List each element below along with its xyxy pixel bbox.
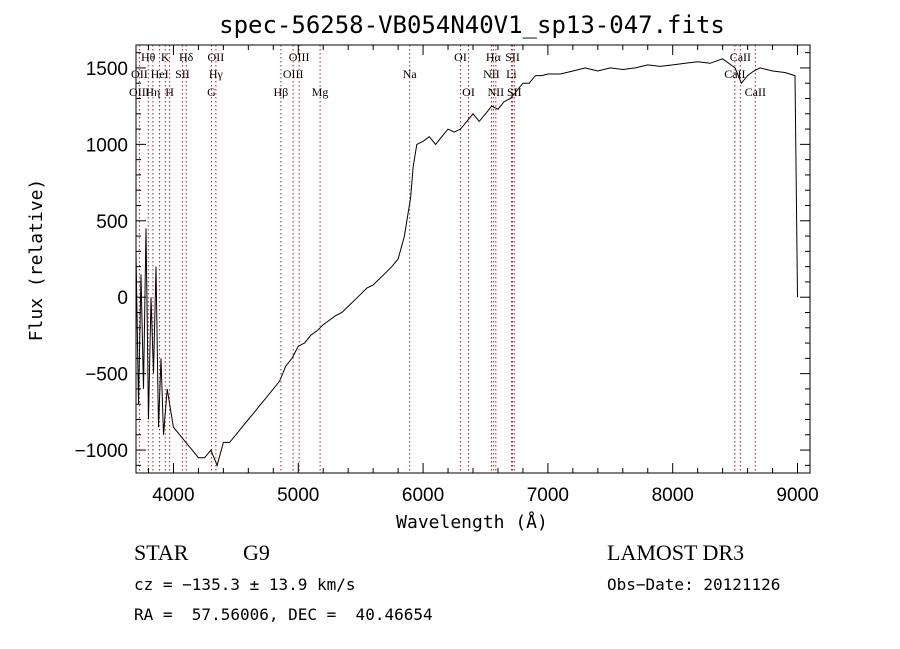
line-label: Hη [145,85,160,99]
x-tick-label: 8000 [652,485,694,506]
line-label: NII [488,85,505,99]
x-tick-label: 5000 [277,485,319,506]
line-label: CaII [745,85,766,99]
x-tick-label: 9000 [776,485,818,506]
y-tick-label: 500 [96,212,128,233]
emission-line-markers [138,45,756,473]
line-label: CaII [730,50,751,64]
x-tick-label: 6000 [402,485,444,506]
y-axis-label: Flux (relative) [26,179,47,342]
line-label: OIII [283,67,304,81]
line-label: Hδ [179,50,194,64]
line-label: CaII [724,67,745,81]
x-tick-label: 4000 [152,485,194,506]
object-class: STAR [134,540,189,565]
line-label: Hθ [141,50,156,64]
line-label: Mg [312,85,329,99]
spectrum-line [135,58,798,467]
y-axis-ticks: −1000 −500 0 500 1000 1500 [75,52,810,466]
survey-name: LAMOST DR3 [607,540,745,565]
object-subclass: G9 [243,540,270,565]
line-label: SII [175,67,190,81]
line-label: K [161,50,170,64]
y-tick-label: 1500 [86,59,128,80]
line-label: Li [506,67,517,81]
line-label: Hβ [274,85,289,99]
plot-frame [135,44,811,474]
line-label: OIII [289,50,310,64]
line-label: OIII [129,85,150,99]
y-tick-label: −500 [85,365,128,386]
line-label: Na [403,67,418,81]
y-tick-label: 0 [117,288,128,309]
line-label: OI [462,85,475,99]
line-label: OI [454,50,467,64]
line-label: H [165,85,174,99]
coordinates: RA = 57.56006, DEC = 40.46654 [134,605,433,624]
redshift-velocity: cz = −135.3 ± 13.9 km/s [134,575,356,594]
line-label: SII [505,50,520,64]
x-axis-ticks: 4000 5000 6000 7000 8000 9000 [147,45,819,506]
observation-date: Obs−Date: 20121126 [607,575,781,594]
x-axis-label: Wavelength (Å) [396,511,548,533]
chart-title: spec-56258-VB054N40V1_sp13-047.fits [219,11,725,39]
y-tick-label: −1000 [75,441,128,462]
line-label: OII [208,50,225,64]
line-label: Hγ [209,67,224,81]
x-tick-label: 7000 [527,485,569,506]
line-label: G [207,85,216,99]
line-label: HeI [151,67,169,81]
line-label: Hα [486,50,502,64]
line-label: NII [483,67,500,81]
y-tick-label: 1000 [86,135,128,156]
line-label: OII [131,67,148,81]
line-label: SII [507,85,522,99]
